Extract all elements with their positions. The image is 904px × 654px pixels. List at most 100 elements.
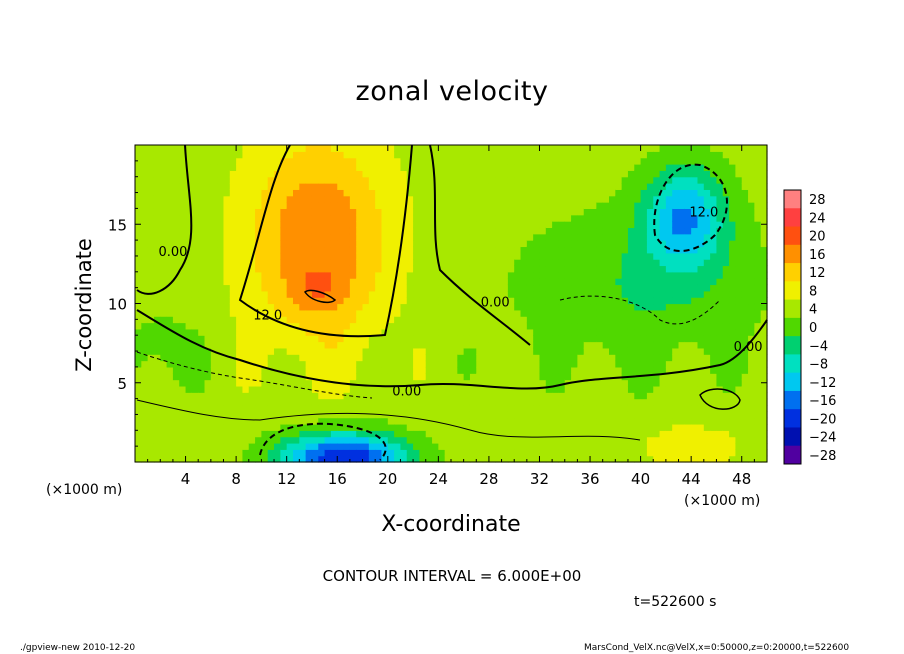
field-cell [621, 303, 629, 311]
field-cell [387, 309, 395, 317]
field-cell [463, 404, 471, 412]
field-cell [413, 411, 420, 419]
field-cell [754, 265, 762, 273]
field-cell [387, 278, 395, 286]
field-cell [286, 379, 294, 387]
field-cell [716, 417, 724, 425]
field-cell [318, 360, 326, 368]
field-cell [571, 290, 578, 298]
field-cell [729, 347, 736, 355]
field-cell [678, 176, 686, 184]
field-cell [451, 309, 458, 317]
field-cell [596, 322, 604, 330]
field-cell [153, 214, 161, 222]
field-cell [691, 341, 699, 349]
field-cell [583, 233, 591, 241]
field-cell [488, 202, 496, 209]
field-cell [735, 259, 743, 267]
field-cell [646, 202, 654, 209]
field-cell [735, 417, 743, 425]
field-cell [135, 208, 142, 216]
field-cell [210, 221, 218, 229]
field-cell [394, 366, 402, 374]
field-cell [571, 202, 578, 209]
field-cell [716, 252, 724, 260]
field-cell [729, 455, 736, 463]
field-cell [665, 252, 673, 260]
field-cell [311, 221, 319, 229]
field-cell [223, 341, 231, 349]
field-cell [204, 195, 212, 203]
field-cell [255, 284, 262, 292]
field-cell [545, 322, 553, 330]
field-cell [451, 449, 458, 457]
field-cell [425, 271, 433, 279]
field-cell [457, 170, 465, 178]
field-cell [463, 398, 471, 406]
field-cell [552, 183, 560, 190]
field-cell [419, 157, 427, 165]
field-cell [684, 423, 692, 431]
field-cell [507, 360, 515, 368]
field-cell [495, 227, 503, 235]
field-cell [659, 341, 667, 349]
field-cell [368, 170, 376, 178]
field-cell [400, 430, 408, 438]
field-cell [564, 366, 572, 374]
field-cell [362, 385, 370, 393]
field-cell [716, 366, 724, 374]
field-cell [413, 278, 420, 286]
field-cell [748, 411, 755, 419]
field-cell [305, 202, 313, 209]
field-cell [179, 354, 187, 362]
field-cell [596, 259, 604, 267]
field-cell [375, 316, 383, 324]
field-cell [634, 145, 642, 152]
field-cell [318, 335, 326, 343]
field-cell [577, 366, 585, 374]
field-cell [444, 290, 452, 298]
field-cell [558, 322, 566, 330]
field-cell [463, 195, 471, 203]
field-cell [703, 398, 711, 406]
field-cell [729, 442, 736, 450]
field-cell [621, 398, 629, 406]
field-cell [362, 297, 370, 305]
field-cell [147, 423, 155, 431]
field-cell [571, 309, 578, 317]
field-cell [646, 195, 654, 203]
field-cell [558, 246, 566, 254]
field-cell [305, 328, 313, 336]
field-cell [147, 455, 155, 463]
field-cell [198, 436, 206, 444]
field-cell [741, 328, 749, 336]
field-cell [760, 373, 768, 381]
field-cell [488, 176, 496, 184]
field-cell [425, 221, 433, 229]
field-cell [482, 170, 490, 178]
field-cell [318, 366, 326, 374]
field-cell [318, 202, 326, 209]
field-cell [646, 246, 654, 254]
field-cell [602, 297, 610, 305]
field-cell [665, 322, 673, 330]
field-cell [627, 379, 635, 387]
field-cell [495, 455, 503, 463]
field-cell [710, 189, 718, 197]
field-cell [438, 233, 446, 241]
field-cell [318, 284, 326, 292]
field-cell [274, 297, 281, 305]
field-cell [609, 151, 616, 159]
field-cell [482, 176, 490, 184]
field-cell [444, 252, 452, 260]
field-cell [735, 151, 743, 159]
field-cell [609, 214, 616, 222]
field-cell [141, 354, 149, 362]
field-cell [223, 170, 231, 178]
field-cell [703, 430, 711, 438]
field-cell [375, 278, 383, 286]
field-cell [501, 145, 509, 152]
field-cell [729, 246, 736, 254]
field-cell [748, 195, 755, 203]
field-cell [261, 347, 269, 355]
